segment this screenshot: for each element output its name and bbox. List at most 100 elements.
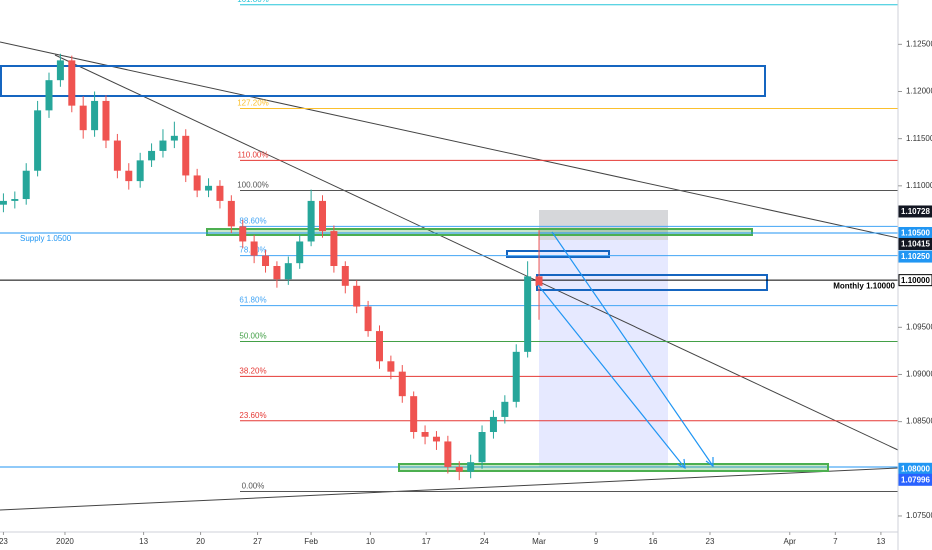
candle-body [79, 105, 87, 131]
candle-body [136, 160, 144, 182]
fib-label: 88.60% [239, 216, 266, 225]
candle-body [353, 285, 361, 307]
candle-body [91, 100, 99, 131]
x-tick-label: 17 [422, 537, 431, 546]
trendline [0, 41, 899, 239]
candle-body [398, 371, 406, 397]
candle-body [375, 331, 383, 362]
x-tick-label: 27 [253, 537, 262, 546]
candle-body [250, 241, 258, 256]
candle-body [68, 60, 76, 106]
candle-body [22, 170, 30, 200]
candle-body [478, 432, 486, 463]
arrow [537, 284, 686, 470]
price-tag-label: 1.07996 [901, 475, 930, 484]
candle-body [205, 185, 213, 191]
trendline [54, 54, 899, 451]
x-tick-label: 24 [480, 537, 489, 546]
candle-body [102, 100, 110, 141]
candle-body [432, 436, 440, 442]
x-tick-label: Apr [784, 537, 797, 546]
candles [0, 53, 543, 481]
price-tag [898, 205, 932, 218]
x-tick-label: 13 [139, 537, 148, 546]
level-label: Monthly 1.10000 [833, 281, 895, 290]
price-tag [898, 237, 932, 250]
fib-label: 38.20% [239, 366, 266, 375]
fib-label: 127.20% [237, 99, 269, 108]
y-tick-label: 1.09500 [906, 322, 932, 331]
x-tick-label: 13 [876, 537, 885, 546]
x-tick-label: 9 [594, 537, 599, 546]
candle-body [341, 266, 349, 286]
candle-body [512, 351, 520, 402]
y-tick-label: 1.11500 [906, 134, 932, 143]
candle-body [193, 175, 201, 191]
candle-body [284, 263, 292, 280]
candle-body [239, 226, 247, 242]
y-tick-label: 1.09000 [906, 370, 932, 379]
candle-body [148, 150, 156, 161]
fib-label: 50.00% [239, 332, 266, 341]
fib-label: 110.00% [238, 150, 269, 159]
y-tick-label: 1.12500 [906, 39, 932, 48]
arrows [537, 231, 714, 470]
fib-label: 23.60% [239, 411, 266, 420]
candle-body [170, 135, 178, 141]
price-tag-label: 1.08000 [901, 464, 930, 473]
price-tag [898, 250, 932, 263]
fib-label: 161.80% [237, 0, 269, 4]
candle-body [410, 396, 418, 433]
x-tick-label: Mar [532, 537, 546, 546]
candle-body [11, 199, 19, 201]
arrow [551, 231, 714, 468]
candle-body [444, 441, 452, 467]
candle-body [501, 401, 509, 417]
price-tag-label: 1.10728 [901, 207, 930, 216]
candle-body [330, 231, 338, 266]
supply-zone [206, 228, 753, 236]
candle-body [535, 276, 543, 286]
candle-body [364, 306, 372, 332]
candle-body [524, 276, 532, 352]
level-label: Supply 1.0500 [20, 234, 72, 243]
candle-body [421, 432, 429, 437]
candle-body [227, 200, 235, 227]
candle-body [159, 140, 167, 151]
x-tick-label: 10 [366, 537, 375, 546]
fib-label: 100.00% [237, 181, 269, 190]
x-tick-label: 2020 [56, 537, 74, 546]
candle-body [296, 241, 304, 264]
x-tick-label: 7 [833, 537, 838, 546]
candle-body [387, 361, 395, 372]
candle-body [489, 416, 497, 433]
candle-body [45, 80, 53, 111]
y-tick-label: 1.12000 [906, 87, 932, 96]
x-tick-label: 23 [0, 537, 8, 546]
candle-body [455, 466, 463, 472]
demand-zone [398, 463, 829, 472]
candle-body [262, 255, 270, 266]
fib-label: 0.00% [242, 482, 265, 491]
y-tick-label: 1.11000 [906, 181, 932, 190]
candle-body [216, 185, 224, 201]
x-tick-label: 20 [196, 537, 205, 546]
trendline [0, 467, 899, 511]
candle-body [0, 200, 7, 205]
candle-body [34, 110, 42, 171]
price-tag-label: 1.10500 [901, 229, 930, 238]
x-tick-label: 23 [706, 537, 715, 546]
candle-body [56, 60, 64, 81]
price-tag [898, 473, 932, 486]
price-tag-label: 1.10000 [901, 276, 930, 285]
small-box [506, 250, 610, 258]
x-tick-label: 16 [649, 537, 658, 546]
resistance-box [0, 65, 766, 97]
target-zone [539, 240, 668, 467]
fib-label: 61.80% [239, 296, 266, 305]
candle-body [319, 200, 327, 232]
y-tick-label: 1.07500 [906, 511, 932, 520]
